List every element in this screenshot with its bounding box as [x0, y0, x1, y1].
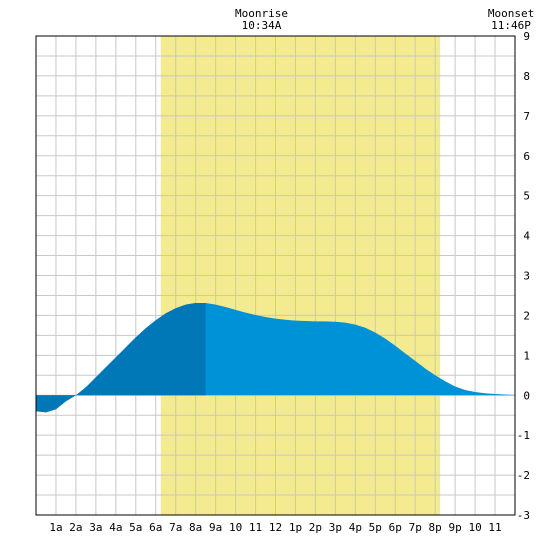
x-tick-label: 7a	[169, 521, 182, 534]
x-tick-label: 10	[229, 521, 242, 534]
x-tick-label: 1a	[49, 521, 62, 534]
x-tick-label: 11	[249, 521, 262, 534]
moon-event-label: Moonset	[488, 7, 534, 20]
y-tick-label: -1	[517, 429, 530, 442]
y-tick-label: 4	[523, 230, 530, 243]
y-tick-label: 7	[523, 110, 530, 123]
tide-area-layer	[36, 303, 515, 413]
x-tick-label: 9p	[449, 521, 462, 534]
x-tick-label: 3a	[89, 521, 102, 534]
y-tick-label: 3	[523, 270, 530, 283]
x-tick-label: 9a	[209, 521, 222, 534]
x-tick-label: 12	[269, 521, 282, 534]
x-tick-label: 4a	[109, 521, 122, 534]
x-tick-label: 5a	[129, 521, 142, 534]
moon-event-time: 10:34A	[242, 19, 282, 32]
x-axis-labels: 1a 2a 3a 4a 5a 6a 7a 8a 9a 10 11 12 1p 2p 3p 4p 5p 6p 7p 8p…	[49, 521, 501, 534]
y-tick-label: 5	[523, 190, 530, 203]
y-tick-label: 1	[523, 349, 530, 362]
x-tick-label: 3p	[329, 521, 342, 534]
x-tick-label: 6a	[149, 521, 162, 534]
y-tick-label: 0	[523, 389, 530, 402]
y-tick-label: 2	[523, 309, 530, 322]
y-tick-label: -2	[517, 469, 530, 482]
x-tick-label: 7p	[409, 521, 422, 534]
x-tick-label: 11	[488, 521, 501, 534]
x-tick-label: 8a	[189, 521, 202, 534]
x-tick-label: 2p	[309, 521, 322, 534]
x-tick-label: 6p	[389, 521, 402, 534]
plot-frame	[35, 35, 516, 516]
y-axis-labels: -3 -2 -1 0 1 2 3 4 5 6 7 8 9	[517, 30, 531, 522]
y-tick-label: 6	[523, 150, 530, 163]
x-tick-label: 2a	[69, 521, 82, 534]
x-tick-label: 4p	[349, 521, 362, 534]
y-tick-label: 8	[523, 70, 530, 83]
x-tick-label: 8p	[429, 521, 442, 534]
x-tick-label: 1p	[289, 521, 302, 534]
moon-event-time: 11:46P	[491, 19, 531, 32]
y-tick-label: -3	[517, 509, 530, 522]
y-tick-label: 9	[523, 30, 530, 43]
tide-area-dark	[36, 303, 206, 413]
x-tick-label: 10	[468, 521, 481, 534]
x-tick-label: 5p	[369, 521, 382, 534]
gridlines	[36, 36, 515, 515]
moon-event-label: Moonrise	[235, 7, 288, 20]
